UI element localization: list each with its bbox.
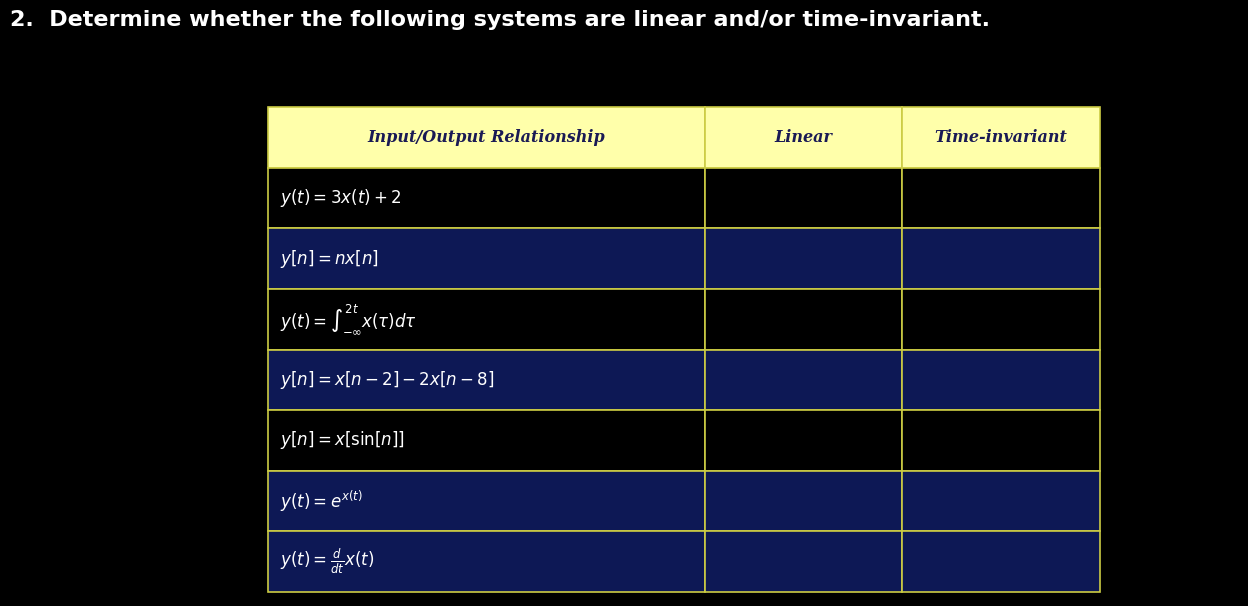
Bar: [705, 410, 902, 471]
Bar: [705, 107, 902, 168]
Text: $y[n] = x[\sin[n]]$: $y[n] = x[\sin[n]]$: [281, 430, 406, 451]
Bar: [268, 531, 705, 592]
Bar: [902, 107, 1099, 168]
Text: Time-invariant: Time-invariant: [935, 129, 1067, 146]
Bar: [705, 350, 902, 410]
Text: $y(t) = e^{x(t)}$: $y(t) = e^{x(t)}$: [281, 488, 363, 514]
Bar: [268, 350, 705, 410]
Bar: [268, 410, 705, 471]
Bar: [268, 471, 705, 531]
Bar: [268, 168, 705, 228]
Bar: [268, 107, 705, 168]
Text: $y[n] = nx[n]$: $y[n] = nx[n]$: [281, 248, 379, 270]
Bar: [705, 168, 902, 228]
Text: $y[n] = x[n - 2] - 2x[n - 8]$: $y[n] = x[n - 2] - 2x[n - 8]$: [281, 369, 495, 391]
Text: $y(t) = \int_{-\infty}^{2t} x(\tau)d\tau$: $y(t) = \int_{-\infty}^{2t} x(\tau)d\tau…: [281, 302, 418, 336]
Text: 2.  Determine whether the following systems are linear and/or time-invariant.: 2. Determine whether the following syste…: [10, 10, 990, 30]
Bar: [902, 350, 1099, 410]
Bar: [705, 531, 902, 592]
Bar: [902, 168, 1099, 228]
Bar: [268, 228, 705, 289]
Bar: [705, 289, 902, 350]
Bar: [902, 289, 1099, 350]
Text: $y(t) = \frac{d}{dt}x(t)$: $y(t) = \frac{d}{dt}x(t)$: [281, 547, 374, 576]
Bar: [705, 471, 902, 531]
Bar: [268, 289, 705, 350]
Bar: [902, 531, 1099, 592]
Bar: [902, 471, 1099, 531]
Text: $y(t) = 3x(t) + 2$: $y(t) = 3x(t) + 2$: [281, 187, 402, 209]
Bar: [705, 228, 902, 289]
Bar: [902, 228, 1099, 289]
Text: Input/Output Relationship: Input/Output Relationship: [367, 129, 605, 146]
Bar: [902, 410, 1099, 471]
Text: Linear: Linear: [775, 129, 832, 146]
